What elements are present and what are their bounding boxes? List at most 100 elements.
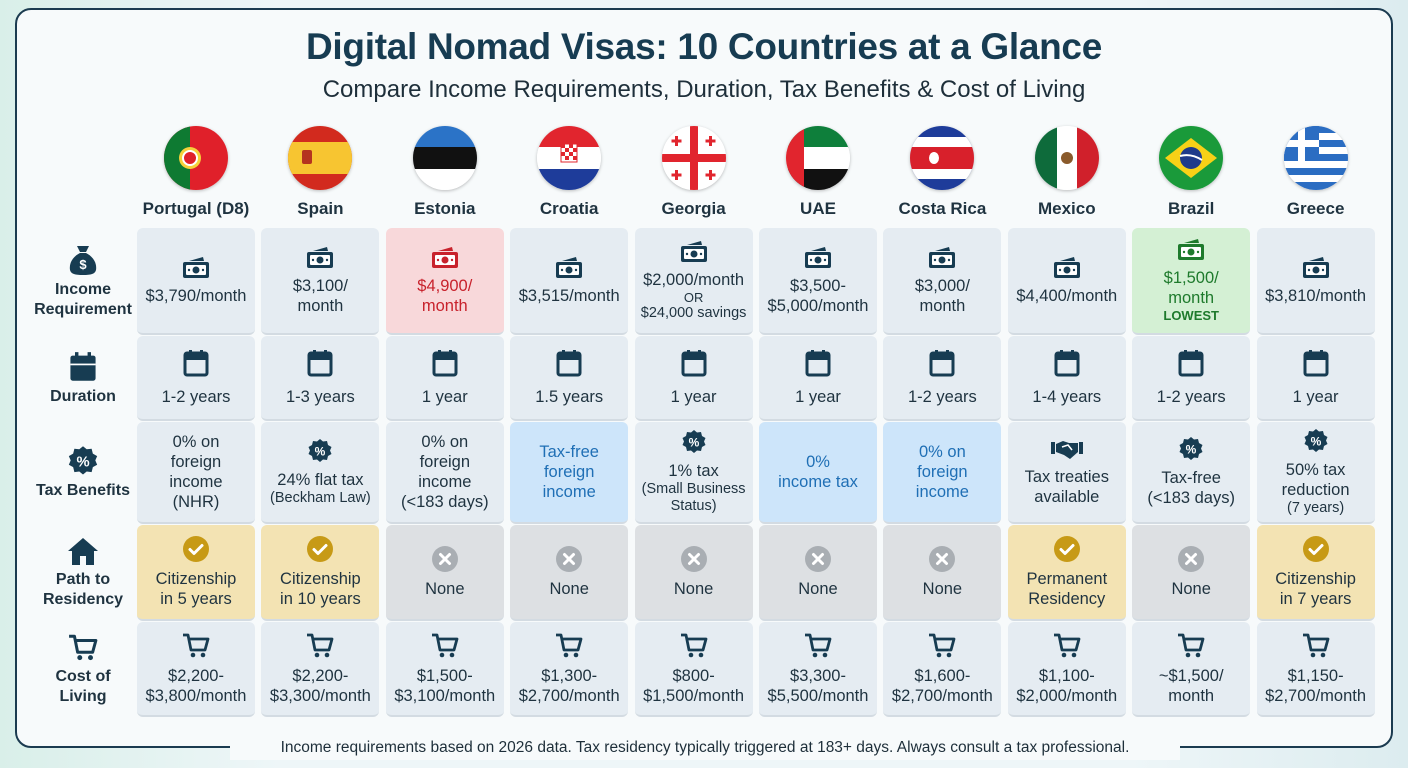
svg-text:%: %	[315, 444, 326, 458]
cell-text: 1% tax	[668, 462, 719, 480]
cost-of-living-cell: $2,200- $3,800/month	[137, 622, 255, 717]
brazil-flag-icon	[1159, 126, 1224, 190]
cell-text: 1-2 years	[908, 387, 977, 406]
check-circle-icon	[1053, 535, 1081, 569]
lowest-badge: LOWEST	[1163, 308, 1219, 323]
country-name: Portugal (D8)	[142, 199, 250, 218]
cell-text: $2,200-	[292, 666, 349, 685]
tax-benefit-cell: % 1% tax (Small Business Status)	[634, 422, 753, 524]
cell-text: month	[421, 296, 468, 315]
cost-of-living-cell: $1,600- $2,700/month	[883, 622, 1002, 717]
calendar-icon	[432, 349, 458, 387]
cart-icon	[431, 632, 459, 666]
calendar-icon	[68, 351, 98, 387]
x-circle-icon	[680, 545, 708, 579]
cell-text: $5,000/month	[767, 296, 869, 315]
cell-text: $4,400/month	[1016, 286, 1118, 305]
duration-cell: 1-2 years	[1132, 336, 1251, 421]
tax-benefit-cell: 0% on foreign income (NHR)	[137, 422, 255, 524]
cell-text: $3,500-	[790, 276, 846, 295]
calendar-icon	[183, 349, 209, 387]
income-cell: $3,000/month	[883, 228, 1002, 335]
duration-cell: 1-2 years	[137, 336, 255, 421]
row-label-duration: Duration	[30, 336, 136, 421]
georgia-flag-icon	[661, 126, 726, 190]
income-cell: $1,500/month LOWEST	[1132, 228, 1251, 335]
cell-text: $24,000 savings	[640, 304, 747, 321]
duration-cell: 1 year	[759, 336, 877, 421]
calendar-icon	[929, 349, 955, 387]
residency-cell: Citizenship in 10 years	[261, 525, 380, 621]
cell-text: $3,810/month	[1265, 286, 1367, 305]
row-label-text: Duration	[50, 387, 116, 405]
cell-text: 0% on	[918, 443, 966, 461]
check-circle-icon	[1302, 535, 1330, 569]
cell-text: month	[1168, 289, 1215, 307]
row-label-tax-benefits: % Tax Benefits	[30, 422, 136, 524]
cell-text: 0% on	[172, 433, 220, 451]
country-name: Costa Rica	[898, 199, 987, 218]
cell-text: $3,100/	[292, 276, 348, 295]
estonia-flag-icon	[412, 126, 477, 190]
cell-text: None	[922, 580, 963, 598]
svg-text:%: %	[76, 455, 89, 471]
cell-text: foreign	[170, 453, 222, 471]
cell-text: foreign	[917, 463, 968, 481]
cell-text: $3,300/month	[269, 686, 371, 705]
cell-text: (<183 days)	[1147, 489, 1235, 507]
cell-text: $3,800/month	[145, 686, 247, 705]
tax-benefit-cell: Tax-free foreign income	[510, 422, 629, 524]
cell-text: month	[1168, 686, 1215, 705]
duration-cell: 1 year	[1256, 336, 1375, 421]
cell-text: 1 year	[670, 387, 717, 406]
svg-text:%: %	[688, 436, 699, 450]
percent-badge-icon: %	[307, 438, 333, 470]
residency-cell: None	[759, 525, 877, 621]
cart-icon	[680, 632, 708, 666]
percent-badge-icon: %	[1178, 436, 1204, 468]
cell-text: 24% flat tax	[277, 470, 364, 489]
x-circle-icon	[928, 545, 956, 579]
cell-text: (<183 days)	[401, 493, 489, 511]
country-column-uae: UAE	[759, 124, 877, 724]
income-cell: $2,000/month OR $24,000 savings	[634, 228, 753, 335]
residency-cell: None	[1132, 525, 1251, 621]
cell-text: available	[1034, 488, 1100, 506]
cell-text: $1,600-	[914, 666, 971, 685]
cell-text: $1,150-	[1287, 666, 1344, 685]
money-bill-icon	[554, 256, 584, 286]
cell-text: ~$1,500/	[1158, 666, 1224, 685]
calendar-icon	[805, 349, 831, 387]
country-column-portugal: Portugal (D8)	[137, 124, 255, 724]
cell-text: in 5 years	[160, 590, 232, 608]
x-circle-icon	[555, 545, 583, 579]
cell-text: $3,790/month	[145, 286, 247, 305]
money-bill-icon	[1301, 256, 1331, 286]
cell-text: 1-2 years	[1156, 387, 1226, 406]
row-label-text: Path to Residency	[42, 571, 124, 608]
footer-note: Income requirements based on 2026 data. …	[230, 736, 1180, 760]
income-cell: $3,810/month	[1256, 228, 1375, 335]
cost-of-living-cell: $2,200- $3,300/month	[261, 622, 380, 717]
cell-text: Tax-free	[1161, 469, 1221, 487]
cell-text: Tax-free	[539, 443, 599, 461]
calendar-icon	[1054, 349, 1080, 387]
cell-text: 1-4 years	[1032, 387, 1102, 406]
cost-of-living-cell: $1,100- $2,000/month	[1007, 622, 1126, 717]
cost-of-living-cell: $800- $1,500/month	[634, 622, 753, 717]
income-cell: $4,900/month	[385, 228, 504, 335]
house-icon	[67, 536, 99, 570]
cell-text: $5,500/month	[767, 686, 869, 705]
cell-text: $2,700/month	[1265, 686, 1367, 705]
portugal-flag-icon	[164, 126, 228, 190]
cost-of-living-cell: $1,300- $2,700/month	[510, 622, 629, 717]
x-circle-icon	[804, 545, 832, 579]
mexico-flag-icon	[1034, 126, 1099, 190]
income-cell: $3,100/month	[261, 228, 380, 335]
tax-benefit-cell: % 24% flat tax (Beckham Law)	[261, 422, 380, 524]
cell-text: $800-	[672, 666, 715, 685]
money-bill-icon	[679, 240, 709, 270]
cell-text: 1-2 years	[161, 387, 231, 406]
row-label-cost-of-living: Cost of Living	[30, 622, 136, 717]
svg-text:%: %	[1186, 443, 1197, 457]
